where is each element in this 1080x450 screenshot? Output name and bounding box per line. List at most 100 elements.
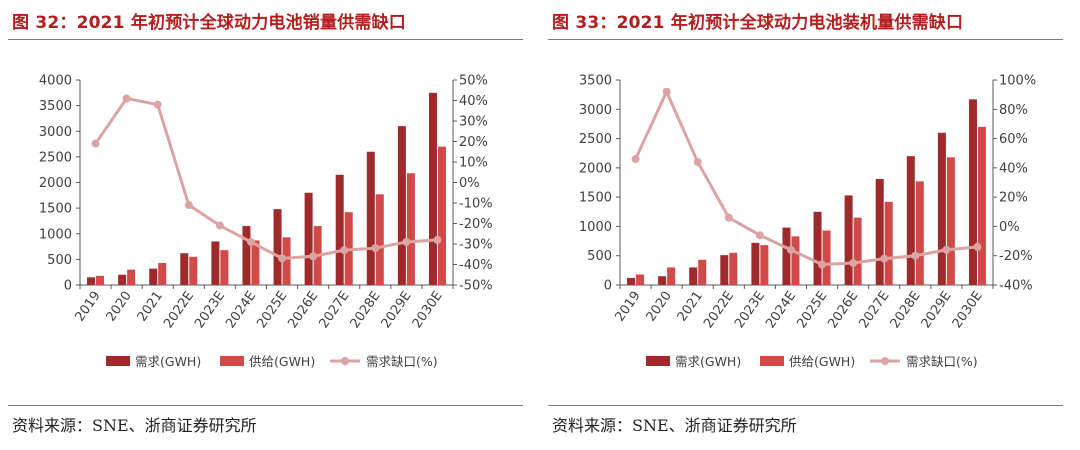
chart1-gap-point	[818, 260, 827, 269]
chart0-gap-point	[371, 244, 380, 253]
chart0-right-tick-label: 20%	[459, 135, 488, 150]
chart0-x-tick-label: 2028E	[348, 289, 384, 331]
chart1-legend-swatch	[760, 356, 784, 366]
chart1-right-tick-label: -20%	[999, 249, 1033, 264]
chart1-legend-label: 需求(GWH)	[675, 354, 741, 369]
chart1-x-tick-label: 2027E	[857, 289, 893, 331]
chart1-left-tick-label: 2000	[579, 161, 612, 176]
chart0-left-tick-label: 2000	[39, 176, 72, 191]
chart1-left-tick-label: 1000	[579, 220, 612, 235]
figure-32-title: 图 32：2021 年初预计全球动力电池销量供需缺口	[12, 13, 407, 33]
figure-33-title: 图 33：2021 年初预计全球动力电池装机量供需缺口	[552, 13, 964, 33]
chart1-gap-point	[755, 231, 764, 240]
chart0-x-tick-label: 2019	[73, 289, 104, 325]
chart1-demand-bar	[782, 227, 791, 285]
chart0-x-tick-label: 2027E	[317, 289, 353, 331]
chart1-legend-item-gap: 需求缺口(%)	[870, 354, 978, 369]
chart0-right-tick-label: -30%	[459, 238, 493, 253]
chart1-gap-point	[942, 245, 951, 254]
chart0-legend-label: 需求(GWH)	[135, 354, 201, 369]
chart1-supply-bar	[977, 126, 986, 285]
chart1-right-tick-label: 100%	[999, 74, 1036, 89]
chart1-supply-bar	[636, 274, 645, 285]
chart1-left-tick-label: 1500	[579, 191, 612, 206]
chart1-right-tick-label: 40%	[999, 161, 1028, 176]
chart0-gap-point	[433, 235, 442, 244]
figure-32-top-rule	[8, 39, 523, 40]
chart0-gap-point	[246, 237, 255, 246]
chart0-right-tick-label: -10%	[459, 197, 493, 212]
chart0-supply-bar	[127, 269, 136, 285]
figure-32-source: 资料来源：SNE、浙商证券研究所	[12, 416, 257, 435]
chart1-demand-bar	[627, 277, 636, 285]
figure-32-chart: 0 500 1000 1500 2000 2500 3000 3500 4000 -50% -40%…	[39, 74, 493, 370]
chart1-supply-bar	[760, 245, 769, 285]
chart1-supply-bar	[791, 236, 800, 285]
chart1-demand-bar	[875, 178, 884, 285]
chart0-supply-bar	[220, 250, 229, 285]
chart1-supply-bar	[853, 217, 862, 285]
chart0-demand-bar	[335, 174, 344, 285]
chart0-right-tick-label: 50%	[459, 74, 488, 89]
chart0-gap-point	[91, 139, 100, 148]
chart0-right-tick-label: 40%	[459, 94, 488, 109]
chart1-x-tick-label: 2030E	[950, 289, 986, 331]
chart1-right-tick-label: 0%	[999, 220, 1020, 235]
chart0-supply-bar	[189, 256, 198, 285]
chart1-gap-point	[693, 158, 702, 166]
chart1-demand-bar	[813, 211, 822, 285]
chart0-left-tick-label: 3000	[39, 125, 72, 140]
chart1-x-tick-label: 2022E	[701, 289, 737, 331]
chart0-x-tick-label: 2022E	[161, 289, 197, 331]
chart0-legend-item-demand: 需求(GWH)	[106, 354, 201, 369]
chart0-left-tick-label: 1000	[39, 227, 72, 242]
chart1-supply-bar	[698, 259, 707, 285]
chart1-x-tick-label: 2025E	[794, 289, 830, 331]
chart0-gap-point	[122, 94, 131, 103]
chart0-right-tick-label: -40%	[459, 258, 493, 273]
chart1-x-tick-label: 2029E	[919, 289, 955, 331]
chart0-legend-label: 需求缺口(%)	[366, 354, 438, 369]
chart1-gap-point	[631, 155, 640, 164]
chart0-x-tick-label: 2021	[135, 289, 166, 325]
chart1-legend-item-supply: 供给(GWH)	[760, 354, 855, 369]
chart0-demand-bar	[180, 253, 189, 285]
chart1-gap-point	[662, 87, 671, 96]
chart1-demand-bar	[906, 156, 915, 285]
chart0-right-tick-label: 30%	[459, 115, 488, 130]
figure-33-bottom-rule	[548, 405, 1063, 406]
chart0-demand-bar	[273, 209, 282, 285]
chart1-demand-bar	[720, 255, 729, 285]
chart1-demand-bar	[751, 242, 760, 285]
chart1-x-tick-label: 2023E	[732, 289, 768, 331]
chart0-legend-item-supply: 供给(GWH)	[220, 354, 315, 369]
chart0-x-tick-label: 2023E	[192, 289, 228, 331]
chart0-demand-bar	[149, 268, 158, 285]
chart0-supply-bar	[406, 173, 415, 285]
chart0-left-tick-label: 2500	[39, 150, 72, 165]
chart0-legend-swatch	[220, 356, 244, 366]
chart1-right-tick-label: 20%	[999, 191, 1028, 206]
chart1-legend-label: 供给(GWH)	[789, 354, 855, 369]
chart0-gap-point	[278, 254, 287, 263]
chart1-gap-point	[724, 213, 733, 222]
chart1-x-tick-label: 2024E	[763, 289, 799, 331]
figure-33-top-rule	[548, 39, 1063, 40]
chart0-supply-bar	[282, 237, 291, 285]
chart0-left-tick-label: 0	[64, 279, 72, 294]
chart1-legend-label: 需求缺口(%)	[906, 354, 978, 369]
chart0-right-tick-label: 0%	[459, 176, 480, 191]
chart0-x-tick-label: 2030E	[410, 289, 446, 331]
chart1-supply-bar	[667, 267, 676, 285]
figure-33-source: 资料来源：SNE、浙商证券研究所	[552, 416, 797, 435]
chart0-right-tick-label: -50%	[459, 279, 493, 294]
figure-32-panel: 图 32：2021 年初预计全球动力电池销量供需缺口 0 500 1000 1500 2…	[8, 0, 523, 450]
chart0-demand-bar	[118, 274, 127, 285]
chart0-legend-swatch	[106, 356, 130, 366]
chart0-x-tick-label: 2025E	[254, 289, 290, 331]
chart1-demand-bar	[844, 195, 853, 285]
chart0-supply-bar	[158, 262, 167, 285]
chart1-demand-bar	[968, 99, 977, 285]
chart1-demand-bar	[658, 276, 667, 285]
chart0-left-tick-label: 3500	[39, 99, 72, 114]
